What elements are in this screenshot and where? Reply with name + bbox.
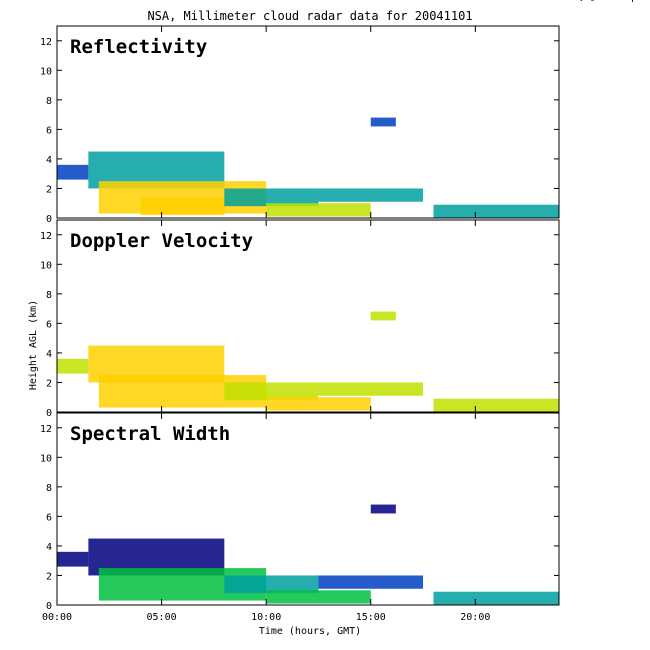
y-tick-label: 0 (46, 408, 52, 419)
plot-frame (56, 219, 560, 413)
echo-region (266, 203, 371, 217)
echo-region (433, 591, 559, 605)
panel-title: Doppler Velocity (70, 230, 253, 252)
echo-region (57, 358, 89, 374)
echo-region (318, 575, 424, 589)
echo-region (57, 164, 89, 180)
x-tick-label: 10:00 (251, 612, 281, 623)
y-tick-label: 2 (46, 571, 52, 582)
y-tick-label: 12 (40, 37, 52, 48)
x-tick-label: 20:00 (460, 612, 490, 623)
colorbar: 2.7 down1.80.90.0-0.9-1.8-2.7 upm/s (574, 0, 643, 3)
y-tick-label: 12 (40, 424, 52, 435)
y-tick-label: 8 (46, 290, 52, 301)
colorbar-tick-label: 0.9 (595, 0, 613, 3)
colorbar-tick-label: 2.7 down (595, 0, 643, 3)
echo-region (370, 117, 396, 127)
y-tick-label: 6 (46, 125, 52, 136)
panel-reflectivity: 0 2 4 6 8 10 12 Reflectivity 20.010.00.0-10.0-20… (40, 0, 625, 225)
colorbar-tick-label: 0.25 (595, 0, 619, 3)
y-tick-label: 6 (46, 319, 52, 330)
echo-region (433, 204, 559, 218)
echo-region (266, 397, 371, 411)
echo-region (370, 504, 396, 514)
colorbar-tick-label: 1.8 (595, 0, 613, 3)
y-axis-label: Height AGL (km) (28, 300, 39, 390)
y-tick-label: 8 (46, 483, 52, 494)
y-tick-label: 10 (40, 260, 52, 271)
y-tick-label: 4 (46, 542, 52, 553)
colorbar-tick-label: 1.00 (595, 0, 619, 3)
y-tick-label: 4 (46, 349, 52, 360)
panel-title: Spectral Width (70, 423, 230, 445)
plot-frame (56, 25, 560, 219)
y-tick-label: 10 (40, 66, 52, 77)
y-tick-label: 2 (46, 184, 52, 195)
y-tick-label: 0 (46, 214, 52, 225)
echo-region (140, 197, 225, 216)
echo-region (318, 188, 424, 202)
colorbar: 1.501.251.000.750.500.250.00m/s (574, 0, 619, 3)
colorbar-unit: m/s (574, 0, 592, 3)
colorbar-tick-label: -10.0 (595, 0, 625, 3)
colorbar-tick-label: -50.0 (595, 0, 625, 3)
echo-region (224, 575, 319, 594)
colorbar: 20.010.00.0-10.0-20.0-30.0-40.0-50.0dBZ (574, 0, 625, 3)
colorbar-unit: dBZ (574, 0, 592, 3)
colorbar-tick-label: 10.0 (595, 0, 619, 3)
x-tick-label: 05:00 (147, 612, 177, 623)
y-tick-label: 6 (46, 512, 52, 523)
panel-title: Reflectivity (70, 36, 207, 58)
echo-region (318, 382, 424, 396)
echo-region (224, 382, 319, 401)
colorbar-tick-label: 20.0 (595, 0, 619, 3)
y-tick-label: 10 (40, 453, 52, 464)
colorbar-tick-label: -40.0 (595, 0, 625, 3)
colorbar-unit: m/s (574, 0, 592, 3)
y-tick-label: 8 (46, 96, 52, 107)
figure-title: NSA, Millimeter cloud radar data for 200… (147, 9, 472, 23)
echo-region (224, 188, 319, 207)
colorbar-tick-label: 1.50 (595, 0, 619, 3)
x-tick-label: 15:00 (356, 612, 386, 623)
x-tick-label: 00:00 (42, 612, 72, 623)
colorbar-tick-label: 0.50 (595, 0, 619, 3)
colorbar-tick-label: -1.8 (595, 0, 619, 3)
colorbar-tick-label: -30.0 (595, 0, 625, 3)
y-tick-label: 4 (46, 155, 52, 166)
colorbar-tick-label: 0.00 (595, 0, 619, 3)
colorbar-tick-label: 0.0 (595, 0, 613, 3)
x-axis-label: Time (hours, GMT) (259, 626, 361, 637)
colorbar-tick-label: -2.7 up (595, 0, 637, 3)
colorbar-tick-label: 1.25 (595, 0, 619, 3)
colorbar-tick-label: -20.0 (595, 0, 625, 3)
echo-region (433, 398, 559, 412)
colorbar-tick-label: -0.9 (595, 0, 619, 3)
y-tick-label: 0 (46, 601, 52, 612)
echo-region (370, 311, 396, 321)
colorbar-tick-label: 0.0 (595, 0, 613, 3)
echo-region (57, 551, 89, 567)
y-tick-label: 2 (46, 378, 52, 389)
colorbar-tick-label: 0.75 (595, 0, 619, 3)
echo-region (266, 590, 371, 604)
y-tick-label: 12 (40, 231, 52, 242)
plot-frame (56, 412, 560, 606)
